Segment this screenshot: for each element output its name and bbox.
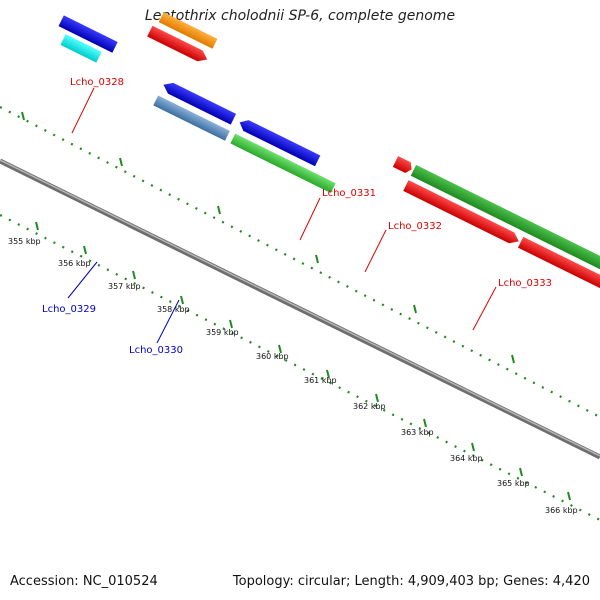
tick-label: 364 kbp [450,454,483,463]
gene-lcho-0328-red[interactable] [147,25,210,65]
tick-label: 365 kbp [497,479,530,488]
leader-lcho-0331 [299,197,321,241]
gene-lcho-0333-red[interactable] [517,236,600,297]
outer-major-ticks [21,111,515,364]
accession-text: Accession: NC_010524 [10,574,158,589]
gene-lcho-0332-green[interactable] [410,164,600,287]
leader-lcho-0332 [364,229,387,273]
gene-cyan-partial[interactable] [60,34,102,63]
inner-tick-ring [0,214,600,521]
gene-blue-b[interactable] [237,117,321,167]
gene-lcho-0331[interactable] [392,156,414,175]
tick-label: 356 kbp [58,259,91,268]
gene-blue-partial[interactable] [58,15,118,53]
inner-major-ticks [35,221,571,501]
tick-label: 366 kbp [545,506,578,515]
tick-label: 359 kbp [206,328,239,337]
leader-lcho-0329 [67,261,98,299]
label-lcho-0333: Lcho_0333 [498,278,552,289]
tick-label: 357 kbp [108,282,141,291]
leader-lcho-0328 [71,87,95,134]
genome-backbone [0,158,600,460]
topology-text: Topology: circular; Length: 4,909,403 bp… [232,574,590,589]
tick-label: 355 kbp [8,237,41,246]
label-lcho-0331: Lcho_0331 [322,188,376,199]
tick-label: 361 kbp [304,376,337,385]
leader-lcho-0330 [156,299,180,344]
gene-lcho-0329[interactable] [153,95,230,141]
map-title: Leptothrix cholodnii SP-6, complete geno… [144,8,456,24]
leader-lcho-0333 [472,286,497,331]
tick-label: 358 kbp [157,305,190,314]
gene-lcho-0332-red[interactable] [403,180,521,247]
label-lcho-0329: Lcho_0329 [42,304,96,315]
label-lcho-0330: Lcho_0330 [129,345,183,356]
gene-lcho-0328-orange[interactable] [158,12,218,49]
gene-blue-a[interactable] [161,79,237,125]
tick-label: 360 kbp [256,352,289,361]
label-lcho-0332: Lcho_0332 [388,221,442,232]
gene-lcho-0330[interactable] [230,133,336,194]
tick-label: 362 kbp [353,402,386,411]
tick-label: 363 kbp [401,428,434,437]
label-lcho-0328: Lcho_0328 [70,77,124,88]
